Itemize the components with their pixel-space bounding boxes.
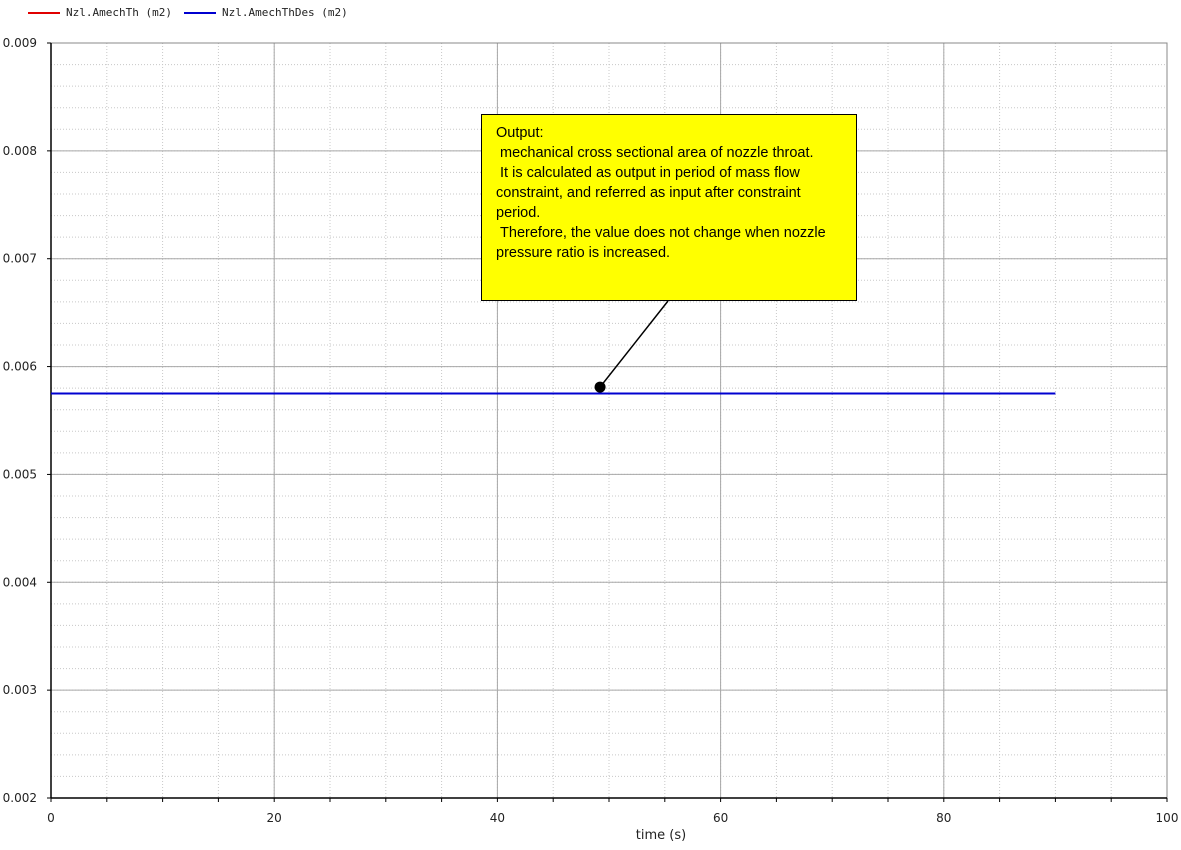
y-tick-label: 0.009 (3, 36, 37, 50)
annotation-leader-line (599, 300, 669, 388)
x-tick-label: 80 (936, 811, 951, 825)
legend-item-amechth[interactable]: Nzl.AmechTh (m2) (28, 6, 172, 19)
legend-swatch-red (28, 11, 60, 14)
y-tick-label: 0.004 (3, 575, 37, 589)
y-tick-label: 0.005 (3, 467, 37, 481)
x-axis-label: time (s) (636, 828, 686, 843)
y-tick-label: 0.007 (3, 252, 37, 266)
y-tick-label: 0.006 (3, 360, 37, 374)
annotation-box: Output: mechanical cross sectional area … (481, 114, 857, 301)
y-tick-label: 0.002 (3, 791, 37, 805)
legend-swatch-blue (183, 11, 216, 14)
x-tick-label: 40 (490, 811, 505, 825)
annotation-marker-dot (594, 381, 606, 393)
x-tick-label: 0 (47, 811, 55, 825)
y-tick-label: 0.003 (3, 683, 37, 697)
x-tick-label: 100 (1156, 811, 1179, 825)
x-tick-label: 60 (713, 811, 728, 825)
y-tick-label: 0.008 (3, 144, 37, 158)
chart-legend: Nzl.AmechTh (m2) Nzl.AmechThDes (m2) (28, 6, 360, 19)
x-tick-label: 20 (267, 811, 282, 825)
legend-item-amechthdes[interactable]: Nzl.AmechThDes (m2) (183, 6, 348, 19)
legend-label: Nzl.AmechThDes (m2) (221, 6, 348, 19)
legend-label: Nzl.AmechTh (m2) (66, 6, 172, 19)
